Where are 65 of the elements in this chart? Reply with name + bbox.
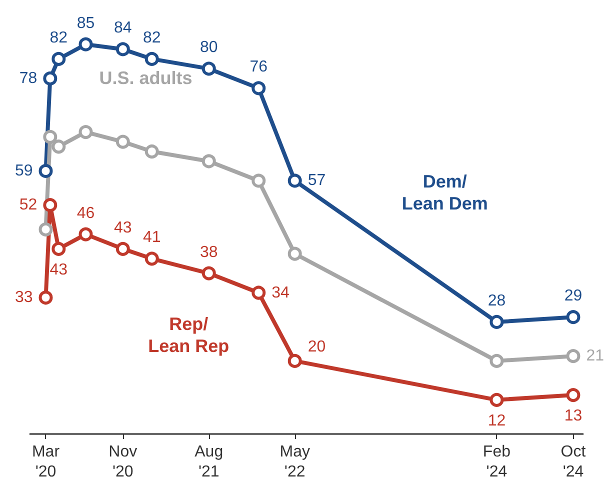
- point: [490, 392, 504, 407]
- series-label: Rep/ Lean Rep: [148, 314, 230, 356]
- data-label: 12: [488, 412, 506, 430]
- data-label: 13: [564, 408, 582, 425]
- data-label: 84: [114, 20, 132, 37]
- data-label: 33: [14, 289, 33, 306]
- point: [252, 174, 266, 188]
- point: [566, 388, 580, 402]
- data-label: 43: [114, 219, 132, 236]
- point: [43, 198, 58, 212]
- x-tick-label: Mar '20: [32, 444, 60, 480]
- point: [116, 42, 130, 56]
- point: [490, 314, 504, 329]
- data-label: 28: [488, 292, 506, 310]
- point: [288, 246, 302, 261]
- text: U.S. adults: [99, 68, 192, 88]
- point: [52, 140, 66, 154]
- series-label: Dem/ Lean Dem: [402, 172, 488, 214]
- data-label: 38: [200, 244, 218, 261]
- point: [490, 354, 504, 368]
- point: [116, 242, 130, 256]
- point: [566, 349, 580, 364]
- x-tick-label: Nov '20: [108, 444, 138, 480]
- data-label: 85: [76, 14, 95, 32]
- point: [202, 266, 216, 280]
- data-label: 82: [142, 29, 161, 46]
- data-label: 29: [564, 288, 582, 305]
- point: [202, 62, 216, 76]
- point: [252, 286, 266, 300]
- data-label: 34: [272, 284, 290, 302]
- data-label: 41: [142, 229, 161, 246]
- point: [78, 227, 93, 242]
- point: [78, 37, 93, 52]
- data-label: 82: [50, 29, 68, 46]
- point: [38, 164, 53, 178]
- point: [144, 144, 159, 159]
- point: [566, 310, 580, 324]
- data-label: 20: [308, 338, 326, 356]
- point: [52, 52, 66, 66]
- data-label: 46: [76, 204, 95, 222]
- point: [252, 81, 266, 96]
- x-tick-label: Feb '24: [482, 444, 511, 480]
- point: [38, 290, 53, 305]
- point: [43, 130, 58, 144]
- point: [38, 222, 53, 236]
- data-label: 52: [19, 196, 38, 214]
- point: [202, 154, 216, 168]
- data-label: 78: [19, 70, 38, 87]
- x-tick-label: Oct '24: [560, 444, 586, 480]
- data-label: 21: [586, 348, 604, 365]
- point: [78, 125, 93, 140]
- data-label: 80: [200, 39, 218, 56]
- point: [52, 242, 66, 256]
- data-label: 43: [50, 261, 68, 278]
- point: [144, 252, 159, 266]
- point: [116, 134, 130, 149]
- x-tick-label: Aug '21: [194, 444, 224, 480]
- point: [288, 354, 302, 368]
- data-label: 76: [250, 58, 268, 76]
- x-tick-label: May '22: [280, 444, 310, 480]
- data-label: 59: [14, 162, 33, 180]
- point: [288, 174, 302, 188]
- point: [43, 71, 58, 86]
- point: [144, 52, 159, 66]
- data-label: 57: [308, 172, 326, 190]
